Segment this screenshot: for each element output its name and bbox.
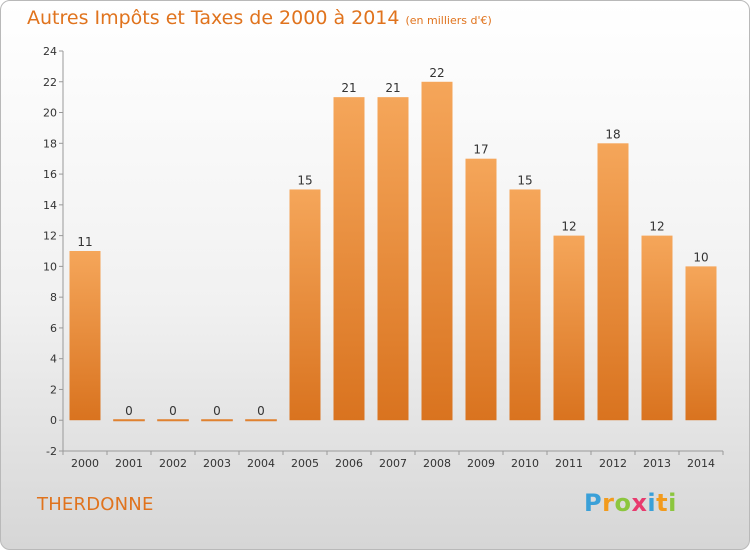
value-label-2006: 21 <box>341 81 356 95</box>
value-label-2000: 11 <box>77 235 92 249</box>
bar-2014[interactable] <box>685 266 717 421</box>
bar-2008[interactable] <box>421 81 453 421</box>
value-label-2007: 21 <box>385 81 400 95</box>
value-label-2014: 10 <box>693 250 708 264</box>
bar-series <box>69 81 717 422</box>
value-label-2013: 12 <box>649 220 664 234</box>
value-label-2005: 15 <box>297 173 312 187</box>
logo-letter: i <box>668 489 677 517</box>
chart-title: Autres Impôts et Taxes de 2000 à 2014 <box>27 7 400 29</box>
logo-letter: i <box>647 489 657 517</box>
value-label-2001: 0 <box>125 404 133 418</box>
y-tick-label: 10 <box>43 260 57 273</box>
chart-subtitle: (en milliers d'€) <box>405 14 492 27</box>
logo-letter: o <box>614 489 632 517</box>
y-tick-label: 8 <box>50 291 57 304</box>
logo-letter: t <box>656 489 669 517</box>
y-tick-label: 12 <box>43 230 57 243</box>
logo-letter: r <box>602 489 615 517</box>
x-tick-label: 2004 <box>247 457 275 470</box>
y-tick-label: 20 <box>43 107 57 120</box>
value-label-2004: 0 <box>257 404 265 418</box>
value-label-2010: 15 <box>517 173 532 187</box>
proxiti-logo[interactable]: Proxiti <box>584 489 677 517</box>
bar-2012[interactable] <box>597 143 629 421</box>
bar-2011[interactable] <box>553 235 585 421</box>
x-tick-label: 2008 <box>423 457 451 470</box>
x-tick-label: 2003 <box>203 457 231 470</box>
x-tick-label: 2009 <box>467 457 495 470</box>
y-tick-label: 14 <box>43 199 57 212</box>
bar-2003[interactable] <box>201 419 233 422</box>
x-tick-label: 2010 <box>511 457 539 470</box>
value-label-2002: 0 <box>169 404 177 418</box>
y-tick-label: -2 <box>46 445 57 458</box>
y-tick-label: 6 <box>50 322 57 335</box>
x-tick-label: 2007 <box>379 457 407 470</box>
commune-name: THERDONNE <box>37 494 154 515</box>
y-tick-label: 22 <box>43 76 57 89</box>
bar-2004[interactable] <box>245 419 277 422</box>
value-labels: 11 0 0 0 0 15 21 21 22 17 15 12 18 12 10 <box>77 66 708 418</box>
logo-letter: x <box>631 489 648 517</box>
value-label-2011: 12 <box>561 220 576 234</box>
bar-2006[interactable] <box>333 97 365 421</box>
bar-2013[interactable] <box>641 235 673 421</box>
value-label-2009: 17 <box>473 143 488 157</box>
y-tick-label: 16 <box>43 168 57 181</box>
x-tick-label: 2011 <box>555 457 583 470</box>
x-tick-label: 2013 <box>643 457 671 470</box>
bar-2005[interactable] <box>289 189 321 421</box>
x-tick-label: 2014 <box>687 457 715 470</box>
y-tick-label: 18 <box>43 137 57 150</box>
bar-2002[interactable] <box>157 419 189 422</box>
y-tick-label: 0 <box>50 414 57 427</box>
x-tick-label: 2005 <box>291 457 319 470</box>
bar-2009[interactable] <box>465 158 497 421</box>
x-tick-label: 2006 <box>335 457 363 470</box>
logo-letter: P <box>584 489 603 517</box>
chart-title-block: Autres Impôts et Taxes de 2000 à 2014 (en… <box>27 7 492 29</box>
x-tick-label: 2012 <box>599 457 627 470</box>
bar-2001[interactable] <box>113 419 145 422</box>
y-tick-label: 4 <box>50 353 57 366</box>
value-label-2008: 22 <box>429 66 444 80</box>
value-label-2012: 18 <box>605 127 620 141</box>
value-label-2003: 0 <box>213 404 221 418</box>
x-tick-label: 2001 <box>115 457 143 470</box>
x-tick-label: 2002 <box>159 457 187 470</box>
x-tick-label: 2000 <box>71 457 99 470</box>
bar-2007[interactable] <box>377 97 409 421</box>
bar-2000[interactable] <box>69 251 101 421</box>
bar-2010[interactable] <box>509 189 541 421</box>
y-tick-label: 2 <box>50 383 57 396</box>
y-tick-label: 24 <box>43 45 57 58</box>
